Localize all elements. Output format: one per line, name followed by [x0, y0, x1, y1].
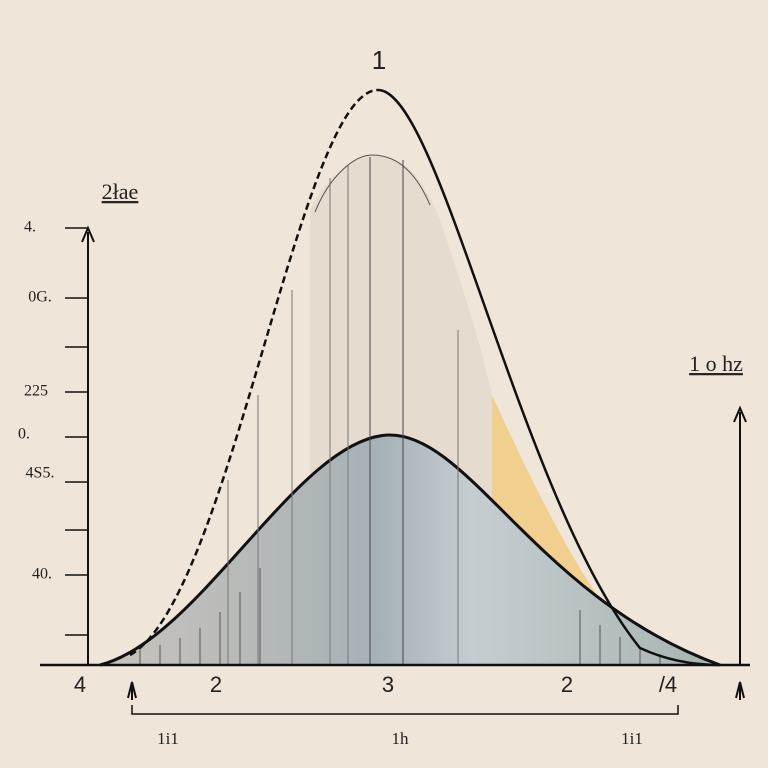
inner-arc — [314, 154, 431, 213]
y-label: 4S5. — [26, 465, 55, 482]
y-label: 0. — [18, 426, 30, 443]
left-ticks — [65, 227, 88, 636]
bracket — [131, 705, 679, 715]
x-label: 3 — [382, 672, 394, 697]
bracket-label: 1i1 — [621, 729, 643, 748]
lower-curve — [99, 433, 721, 667]
solid-curve — [377, 88, 721, 667]
x-label: /4 — [659, 672, 677, 697]
right-title: 1 o hz — [689, 351, 743, 376]
vertical-lines — [227, 157, 459, 665]
lower-bell — [100, 435, 720, 665]
title: 1 — [372, 45, 386, 75]
x-label: 4 — [74, 672, 86, 697]
bracket-label: 1h — [392, 729, 410, 748]
arrows — [127, 681, 745, 700]
left-title: 2łae — [102, 179, 139, 204]
arrow — [733, 405, 747, 423]
x-label: 2 — [210, 672, 222, 697]
x-label: 2 — [561, 672, 573, 697]
y-label: 225 — [24, 383, 48, 400]
hatch — [139, 568, 661, 665]
dashed-curve — [129, 88, 379, 657]
y-label: 40. — [32, 566, 52, 583]
y-label: 0G. — [28, 289, 52, 306]
y-label: 4. — [24, 219, 36, 236]
inner-region — [310, 155, 492, 520]
bracket-label: 1i1 — [157, 729, 179, 748]
